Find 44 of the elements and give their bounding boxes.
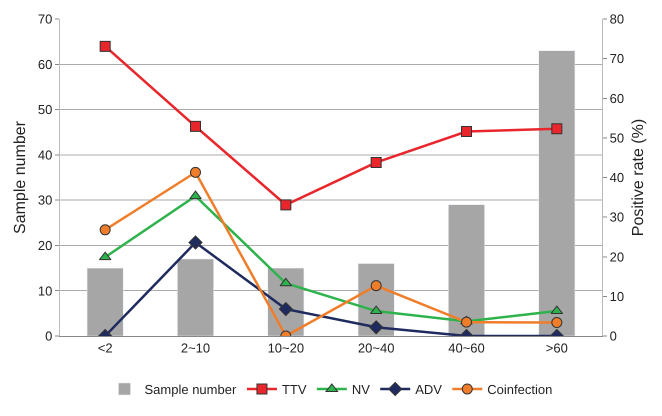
point xyxy=(278,302,293,316)
y2-tick-label: 70 xyxy=(610,51,624,66)
point xyxy=(190,120,201,132)
x-tick-label: 2~10 xyxy=(180,340,210,356)
y-tick-label: 50 xyxy=(38,102,52,118)
legend-label: TTV xyxy=(282,382,307,398)
x-tick-label: 40~60 xyxy=(448,340,485,356)
point xyxy=(370,156,382,168)
point xyxy=(188,235,202,250)
y-tick-label: 30 xyxy=(38,192,52,208)
point xyxy=(369,320,384,334)
point xyxy=(551,123,562,134)
point xyxy=(551,317,562,328)
x-tick-label: <2 xyxy=(98,340,113,356)
y2-tick-label: 0 xyxy=(610,328,617,344)
y2-tick-label: 80 xyxy=(610,12,624,27)
legend-label: ADV xyxy=(415,382,442,398)
legend-label: NV xyxy=(352,382,370,398)
y2-tick-label: 20 xyxy=(610,249,624,264)
y2-tick-label: 10 xyxy=(610,288,624,304)
point xyxy=(461,126,472,138)
y-tick-label: 60 xyxy=(38,56,52,72)
point xyxy=(461,316,472,328)
y-tick-label: 70 xyxy=(38,12,52,27)
y-axis-title: Sample number xyxy=(12,120,29,234)
point xyxy=(280,199,292,210)
point xyxy=(100,40,111,52)
y2-tick-label: 60 xyxy=(610,90,624,106)
x-tick-label: 10~20 xyxy=(268,340,304,356)
x-tick-label: >60 xyxy=(546,340,568,356)
legend-label: Coinfection xyxy=(487,382,552,398)
point xyxy=(100,224,111,236)
y-tick-label: 0 xyxy=(45,328,52,344)
y2-tick-label: 40 xyxy=(610,170,624,186)
y2-tick-label: 50 xyxy=(610,130,624,146)
point xyxy=(190,166,201,178)
x-tick-label: 20~40 xyxy=(358,340,394,356)
y-tick-label: 40 xyxy=(38,147,52,162)
legend-label: Sample number xyxy=(144,382,237,398)
y-tick-label: 10 xyxy=(38,283,52,298)
y2-tick-label: 30 xyxy=(610,210,624,225)
y-tick-label: 20 xyxy=(38,238,52,253)
y2-axis-title: Positive rate (%) xyxy=(630,118,647,236)
point xyxy=(370,280,382,292)
